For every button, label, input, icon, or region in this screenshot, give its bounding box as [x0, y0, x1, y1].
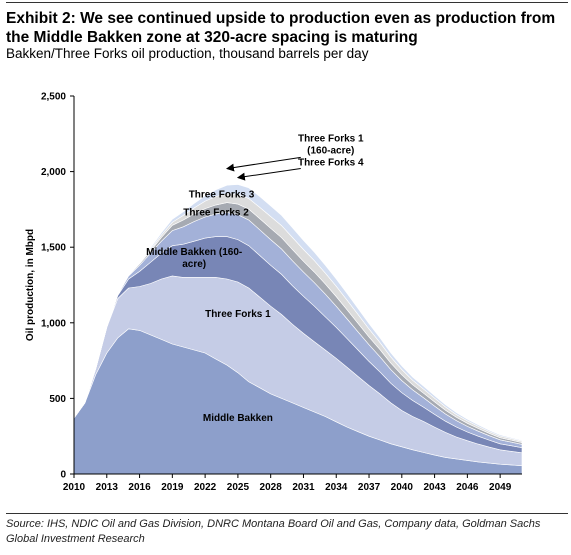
y-tick-label: 1,000 [41, 318, 66, 329]
y-tick-label: 2,500 [41, 92, 66, 103]
annotation-middle-bakken-160-acre: Middle Bakken (160-acre) [146, 247, 242, 270]
annotation-three-forks-4: Three Forks 4 [298, 158, 364, 169]
labels-layer: Middle Bakken Three Forks 1 Middle Bakken … [146, 133, 364, 424]
y-tick-label: 500 [49, 394, 66, 405]
x-tick-label: 2034 [325, 482, 348, 493]
x-tick-label: 2028 [260, 482, 283, 493]
annotation-three-forks-2: Three Forks 2 [183, 207, 249, 218]
x-tick-label: 2040 [391, 482, 414, 493]
series-area-three-forks-1-160-acre [73, 184, 523, 442]
y-axis-label: Oil production, in Mbpd [25, 229, 36, 341]
stacked-area-chart: 0 500 1,000 1,500 2,000 2,500 2010 2013 2016 2019… [25, 92, 523, 493]
x-tick-label: 2025 [227, 482, 250, 493]
x-tick-label: 2037 [358, 482, 381, 493]
annotation-three-forks-1: Three Forks 1 [205, 309, 271, 320]
annotation-middle-bakken: Middle Bakken [203, 413, 273, 424]
areas-layer [73, 184, 523, 475]
x-tick-label: 2022 [194, 482, 217, 493]
annotation-three-forks-3: Three Forks 3 [189, 189, 255, 200]
y-tick-label: 2,000 [41, 167, 66, 178]
annotation-arrow-three-forks-4 [236, 168, 301, 181]
y-tick-label: 1,500 [41, 243, 66, 254]
x-tick-label: 2016 [128, 482, 151, 493]
x-tick-label: 2010 [63, 482, 86, 493]
chart-subtitle: Bakken/Three Forks oil production, thous… [6, 46, 369, 61]
exhibit-title: Exhibit 2: We see continued upside to pr… [6, 10, 556, 46]
source-note: Source: IHS, NDIC Oil and Gas Division, … [6, 518, 541, 545]
axes-layer: 0 500 1,000 1,500 2,000 2,500 2010 2013 2016 2019… [25, 92, 522, 493]
annotation-three-forks-1-160-acre: Three Forks 1 (160-acre) [298, 133, 364, 156]
x-tick-label: 2013 [96, 482, 119, 493]
y-tick-label: 0 [60, 470, 66, 481]
x-tick-label: 2046 [456, 482, 479, 493]
x-tick-label: 2019 [161, 482, 184, 493]
annotation-arrow-three-forks-1-160-acre [225, 156, 301, 172]
top-rule [6, 2, 568, 3]
bottom-rule [6, 513, 568, 514]
x-tick-label: 2049 [489, 482, 512, 493]
x-tick-label: 2043 [423, 482, 446, 493]
x-tick-label: 2031 [292, 482, 315, 493]
